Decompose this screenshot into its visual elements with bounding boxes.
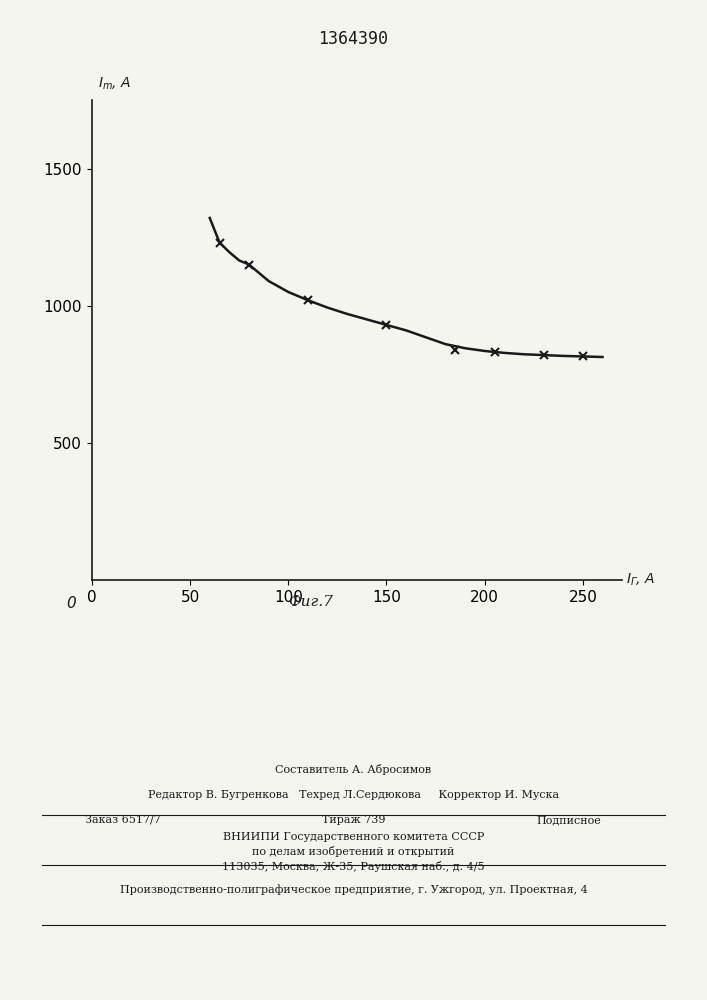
Text: Составитель А. Абросимов: Составитель А. Абросимов [276,764,431,775]
Text: Фиг.7: Фиг.7 [288,595,334,609]
Text: ВНИИПИ Государственного комитета СССР: ВНИИПИ Государственного комитета СССР [223,832,484,842]
Text: Заказ 6517/7: Заказ 6517/7 [85,815,160,825]
Text: Подписное: Подписное [536,815,601,825]
Text: Производственно-полиграфическое предприятие, г. Ужгород, ул. Проектная, 4: Производственно-полиграфическое предприя… [119,884,588,895]
Text: 113035, Москва, Ж-35, Раушская наб., д. 4/5: 113035, Москва, Ж-35, Раушская наб., д. … [222,861,485,872]
Text: $I_Г$, A: $I_Г$, A [626,572,655,588]
Text: Тираж 739: Тираж 739 [322,815,385,825]
Text: по делам изобретений и открытий: по делам изобретений и открытий [252,846,455,857]
Text: Редактор В. Бугренкова   Техред Л.Сердюкова     Корректор И. Муска: Редактор В. Бугренкова Техред Л.Сердюков… [148,790,559,800]
Text: 0: 0 [66,596,76,611]
Text: 1364390: 1364390 [318,30,389,48]
Text: $I_m$, A: $I_m$, A [98,75,131,92]
